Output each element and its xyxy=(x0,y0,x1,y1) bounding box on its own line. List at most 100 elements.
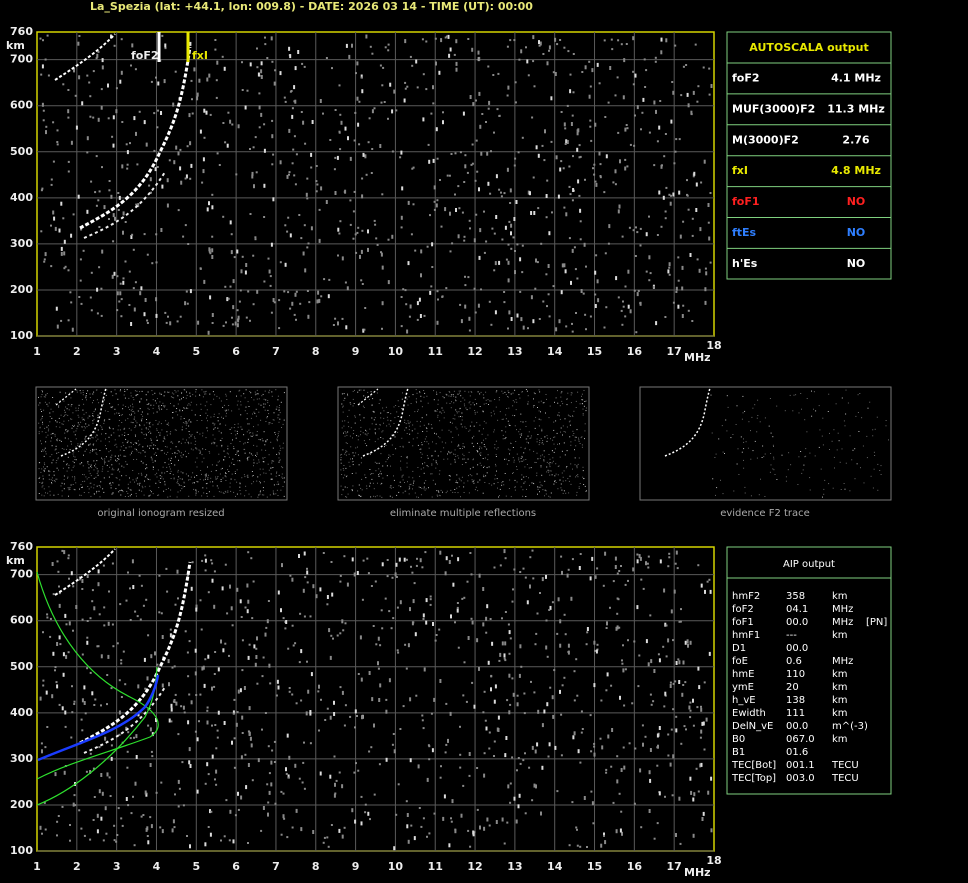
noise-echo xyxy=(91,600,94,603)
noise-echo xyxy=(400,456,402,457)
noise-echo xyxy=(395,576,398,578)
noise-echo xyxy=(254,238,257,241)
noise-echo xyxy=(659,559,662,564)
noise-echo xyxy=(194,436,195,438)
noise-echo xyxy=(362,432,364,434)
noise-echo xyxy=(454,449,456,451)
noise-echo xyxy=(252,432,254,434)
noise-echo xyxy=(105,448,107,450)
noise-echo xyxy=(391,496,393,498)
noise-echo xyxy=(262,656,265,659)
noise-echo xyxy=(67,487,69,489)
noise-echo xyxy=(710,84,713,88)
noise-echo xyxy=(352,464,354,466)
noise-echo xyxy=(675,138,678,141)
noise-echo xyxy=(276,471,278,473)
noise-echo xyxy=(467,458,469,460)
noise-echo xyxy=(94,431,96,433)
noise-echo xyxy=(67,476,69,478)
noise-echo xyxy=(353,190,356,193)
noise-echo xyxy=(642,97,645,102)
noise-echo xyxy=(105,438,106,440)
noise-echo xyxy=(582,414,584,416)
noise-echo xyxy=(440,38,443,43)
noise-echo xyxy=(380,483,382,485)
noise-echo xyxy=(72,453,74,455)
noise-echo xyxy=(256,66,259,69)
noise-echo xyxy=(377,661,379,666)
noise-echo xyxy=(310,672,313,677)
noise-echo xyxy=(193,482,195,483)
noise-echo xyxy=(100,654,103,659)
noise-echo xyxy=(428,447,430,449)
noise-echo xyxy=(221,586,224,591)
noise-echo xyxy=(72,425,73,426)
noise-echo xyxy=(312,830,315,834)
noise-echo xyxy=(279,409,280,411)
noise-echo xyxy=(82,419,84,421)
y-tick-label: 200 xyxy=(10,798,33,811)
noise-echo xyxy=(170,448,172,450)
noise-echo xyxy=(446,490,448,492)
noise-echo xyxy=(135,203,138,206)
noise-echo xyxy=(176,453,178,454)
noise-echo xyxy=(471,47,474,52)
noise-echo xyxy=(44,447,46,449)
noise-echo xyxy=(141,411,143,413)
noise-echo xyxy=(231,473,233,475)
noise-echo xyxy=(218,430,220,432)
noise-echo xyxy=(83,701,86,705)
noise-echo xyxy=(101,428,103,430)
noise-echo xyxy=(182,705,185,710)
noise-echo xyxy=(405,303,408,306)
noise-echo xyxy=(203,457,205,459)
noise-echo xyxy=(681,286,684,291)
noise-echo xyxy=(364,803,367,806)
noise-echo xyxy=(433,185,436,190)
fxi-label: fxI xyxy=(192,49,208,62)
noise-echo xyxy=(499,488,501,490)
noise-echo xyxy=(124,496,126,497)
noise-echo xyxy=(226,143,229,148)
noise-echo xyxy=(247,423,248,425)
noise-echo xyxy=(423,482,425,484)
noise-echo xyxy=(357,122,360,127)
noise-echo xyxy=(464,164,467,169)
noise-echo xyxy=(503,484,505,486)
noise-echo xyxy=(345,452,347,454)
noise-echo xyxy=(101,791,104,796)
noise-echo xyxy=(47,492,49,494)
noise-echo xyxy=(174,429,176,431)
noise-echo xyxy=(160,423,162,425)
noise-echo xyxy=(167,392,169,393)
noise-echo xyxy=(77,409,79,411)
noise-echo xyxy=(336,634,339,637)
noise-echo xyxy=(263,183,266,188)
noise-echo xyxy=(355,72,357,75)
noise-echo xyxy=(401,408,403,410)
noise-echo xyxy=(88,424,89,426)
noise-echo xyxy=(86,209,89,214)
noise-echo xyxy=(352,485,354,487)
noise-echo xyxy=(86,426,88,428)
noise-echo xyxy=(211,193,214,196)
noise-echo xyxy=(501,418,503,420)
noise-echo xyxy=(73,703,76,705)
noise-echo xyxy=(73,465,75,467)
noise-echo xyxy=(541,430,543,432)
noise-echo xyxy=(43,449,45,451)
noise-echo xyxy=(241,732,244,734)
noise-echo xyxy=(234,473,236,474)
noise-echo xyxy=(118,300,121,303)
noise-echo xyxy=(112,492,114,494)
noise-echo xyxy=(514,486,516,488)
noise-echo xyxy=(533,392,535,394)
noise-echo xyxy=(509,453,510,455)
noise-echo xyxy=(689,640,692,645)
noise-echo xyxy=(462,694,465,697)
noise-echo xyxy=(283,477,285,479)
noise-echo xyxy=(283,290,286,293)
noise-echo xyxy=(95,436,97,438)
noise-echo xyxy=(413,836,416,841)
